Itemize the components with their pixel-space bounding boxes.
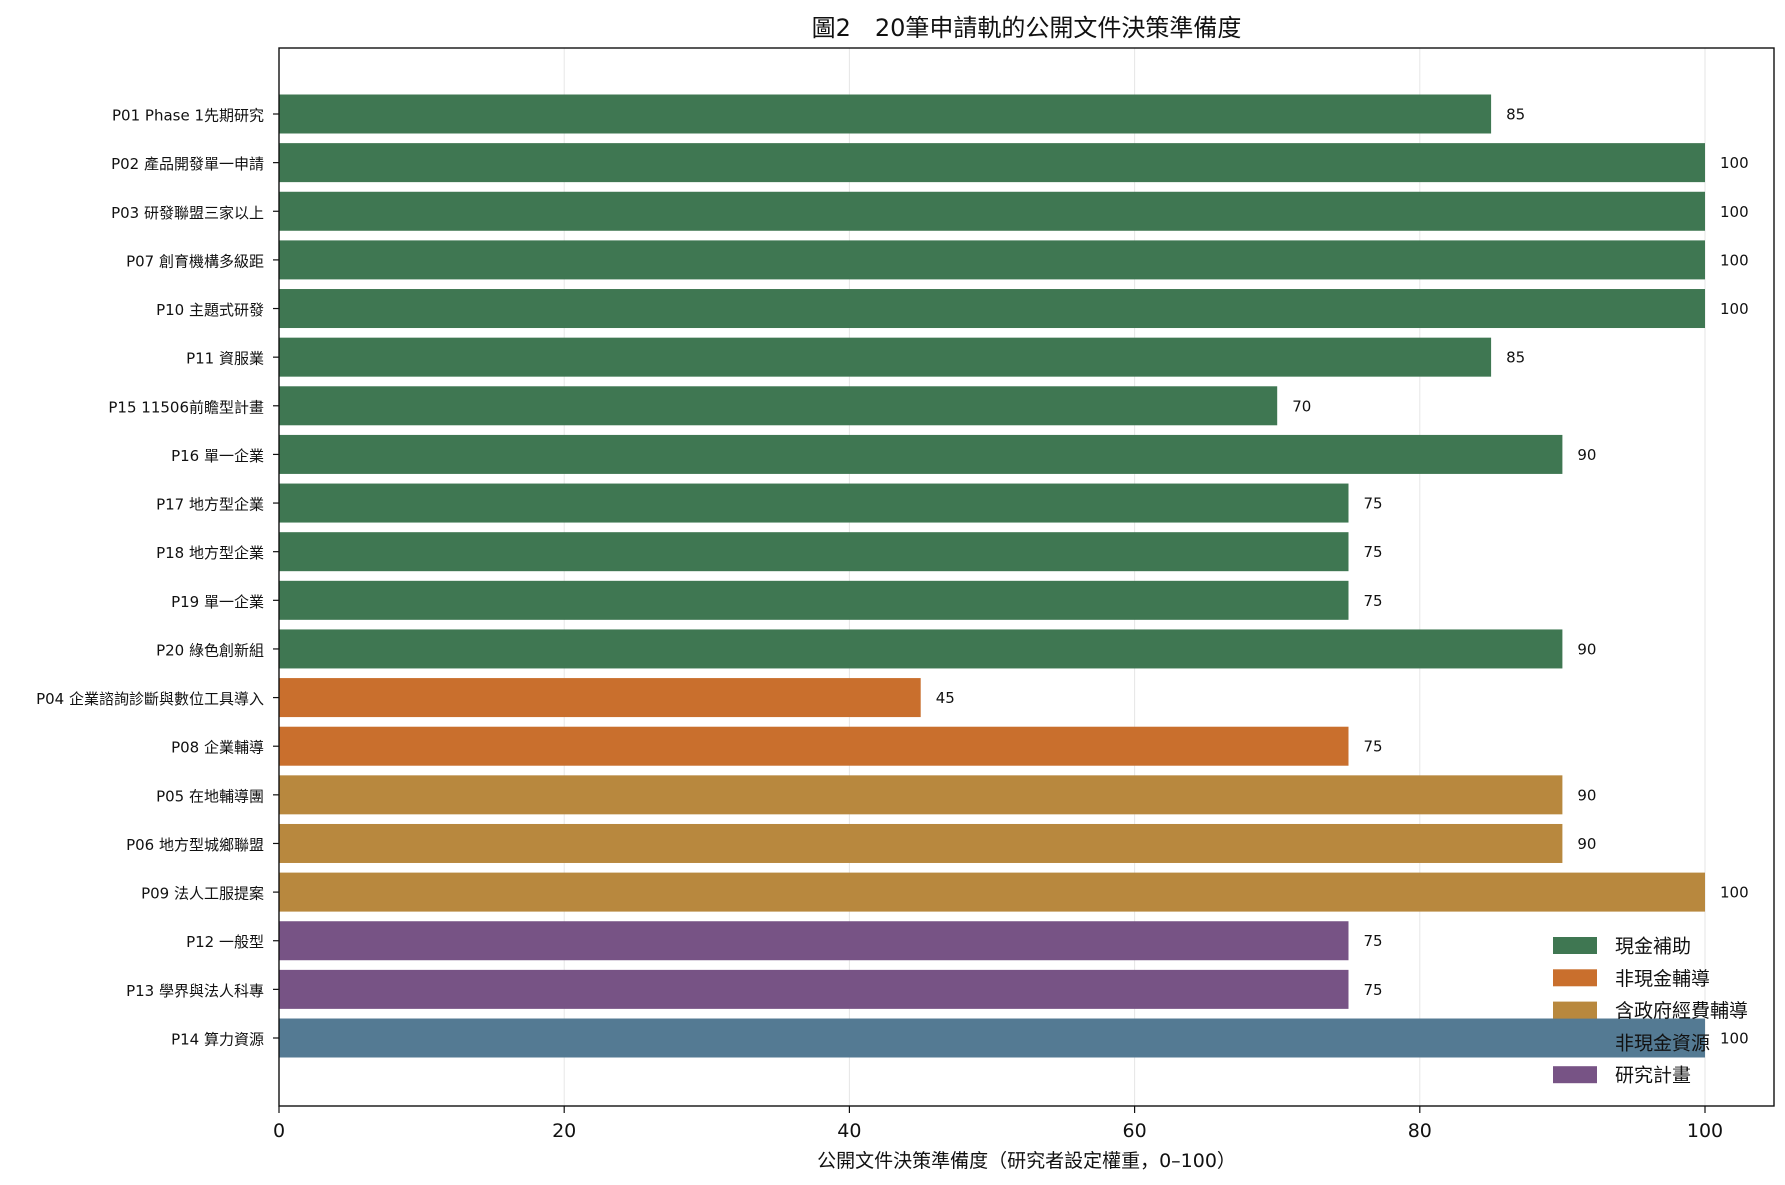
- y-tick-label: P12 一般型: [186, 933, 264, 951]
- data-label: 75: [1364, 592, 1383, 610]
- y-tick-label: P20 綠色創新組: [156, 641, 264, 659]
- y-tick-label: P06 地方型城鄉聯盟: [126, 836, 264, 854]
- data-label: 90: [1577, 835, 1596, 853]
- bar: [279, 240, 1705, 280]
- bar: [279, 823, 1563, 863]
- chart-title: 圖2 20筆申請軌的公開文件決策準備度: [811, 14, 1242, 42]
- y-tick-label: P08 企業輔導: [171, 739, 264, 757]
- bar: [279, 434, 1563, 474]
- y-tick-label: P18 地方型企業: [156, 544, 264, 562]
- data-label: 75: [1364, 932, 1383, 950]
- data-label: 45: [936, 689, 955, 707]
- y-tick-label: P05 在地輔導團: [156, 787, 264, 805]
- data-label: 100: [1720, 203, 1749, 221]
- legend-swatch: [1553, 1066, 1597, 1084]
- data-label: 75: [1364, 981, 1383, 999]
- x-tick-label: 100: [1687, 1120, 1723, 1142]
- legend-label: 現金補助: [1615, 936, 1691, 958]
- bar: [279, 1018, 1705, 1058]
- bar: [279, 532, 1349, 572]
- x-tick-label: 0: [273, 1120, 285, 1142]
- bar: [279, 289, 1705, 329]
- bar: [279, 94, 1492, 134]
- x-tick-label: 40: [837, 1120, 861, 1142]
- x-axis-label: 公開文件決策準備度（研究者設定權重，0–100）: [817, 1150, 1236, 1172]
- bar: [279, 386, 1278, 426]
- data-label: 90: [1577, 446, 1596, 464]
- y-tick-label: P17 地方型企業: [156, 496, 264, 514]
- data-label: 100: [1720, 884, 1749, 902]
- data-label: 100: [1720, 1030, 1749, 1048]
- data-label: 75: [1364, 495, 1383, 513]
- y-tick-label: P11 資服業: [186, 350, 264, 368]
- bar: [279, 726, 1349, 766]
- y-tick-label: P07 創育機構多級距: [126, 252, 264, 270]
- bar: [279, 629, 1563, 669]
- data-label: 100: [1720, 154, 1749, 172]
- bar: [279, 678, 921, 718]
- y-tick-label: P16 單一企業: [171, 447, 264, 465]
- plot-frame: [278, 47, 1775, 1107]
- y-tick-label: P13 學界與法人科專: [126, 982, 264, 1000]
- data-label: 90: [1577, 786, 1596, 804]
- data-label: 100: [1720, 251, 1749, 269]
- bar: [279, 969, 1349, 1009]
- bar: [279, 580, 1349, 620]
- y-tick-label: P03 研發聯盟三家以上: [111, 204, 264, 222]
- legend-swatch: [1553, 1001, 1597, 1019]
- bar: [279, 337, 1492, 377]
- y-tick-label: P01 Phase 1先期研究: [112, 107, 264, 125]
- bar: [279, 483, 1349, 523]
- legend-label: 含政府經費輔導: [1615, 1000, 1748, 1022]
- x-tick-label: 20: [552, 1120, 576, 1142]
- data-label: 85: [1506, 349, 1525, 367]
- legend-swatch: [1553, 969, 1597, 987]
- legend-swatch: [1553, 937, 1597, 954]
- data-label: 75: [1364, 543, 1383, 561]
- data-label: 90: [1577, 640, 1596, 658]
- y-tick-label: P09 法人工服提案: [141, 885, 264, 903]
- bar: [279, 143, 1705, 183]
- y-tick-label: P14 算力資源: [171, 1031, 264, 1049]
- data-label: 85: [1506, 106, 1525, 124]
- bar: [279, 191, 1705, 231]
- data-label: 100: [1720, 300, 1749, 318]
- x-tick-label: 60: [1123, 1120, 1147, 1142]
- data-label: 75: [1364, 738, 1383, 756]
- bar: [279, 775, 1563, 815]
- legend-label: 非現金資源: [1615, 1032, 1710, 1054]
- bar: [279, 921, 1349, 961]
- bar: [279, 872, 1705, 912]
- y-tick-label: P02 產品開發單一申請: [111, 155, 264, 173]
- y-tick-label: P15 11506前瞻型計畫: [108, 398, 264, 416]
- x-tick-label: 80: [1408, 1120, 1432, 1142]
- y-tick-label: P19 單一企業: [171, 593, 264, 611]
- legend-label: 非現金輔導: [1615, 968, 1710, 990]
- legend-label: 研究計畫: [1615, 1065, 1691, 1087]
- data-label: 70: [1292, 397, 1311, 415]
- y-tick-label: P10 主題式研發: [156, 301, 264, 319]
- y-tick-label: P04 企業諮詢診斷與數位工具導入: [36, 690, 264, 708]
